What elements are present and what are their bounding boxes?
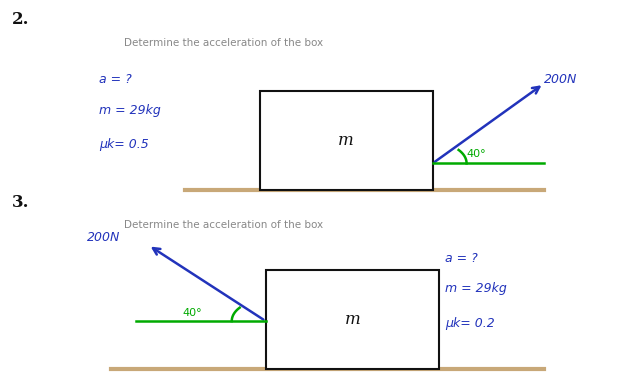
Text: 3.: 3. [12, 194, 30, 211]
Bar [266, 270, 439, 369]
Text: μk= 0.5: μk= 0.5 [99, 138, 149, 151]
Text: 2.: 2. [12, 11, 30, 28]
Bar [260, 91, 433, 190]
Text: m: m [344, 311, 360, 328]
Text: μk= 0.2: μk= 0.2 [445, 317, 495, 329]
Text: Determine the acceleration of the box: Determine the acceleration of the box [124, 38, 323, 48]
Text: 200N: 200N [87, 231, 120, 244]
Text: m: m [338, 132, 354, 149]
Text: 200N: 200N [544, 73, 577, 86]
Text: m = 29kg: m = 29kg [99, 104, 161, 117]
Text: Determine the acceleration of the box: Determine the acceleration of the box [124, 220, 323, 230]
Text: a = ?: a = ? [99, 73, 132, 86]
Text: a = ?: a = ? [445, 252, 478, 265]
Text: 40°: 40° [182, 309, 202, 318]
Text: 40°: 40° [467, 149, 486, 159]
Text: m = 29kg: m = 29kg [445, 282, 507, 295]
